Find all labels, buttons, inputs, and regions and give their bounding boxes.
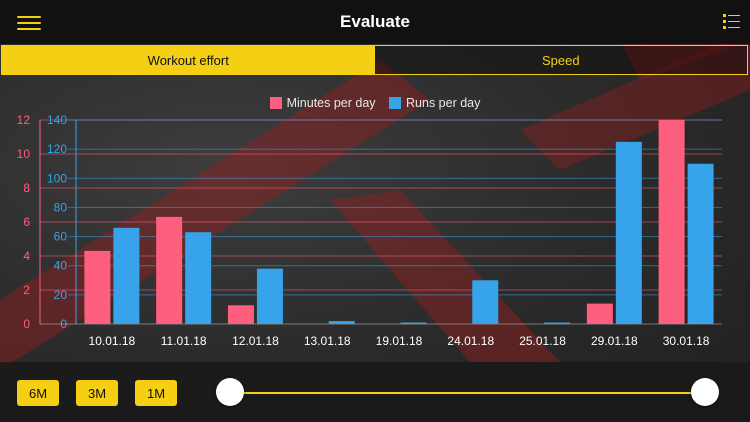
legend-item-minutes[interactable]: Minutes per day [269,96,376,110]
range-1m-button[interactable]: 1M [135,380,177,406]
right-axis-tick-label: 60 [54,230,68,244]
right-axis-tick-label: 100 [47,171,67,185]
right-axis-tick-label: 120 [47,142,67,156]
left-axis-tick-label: 4 [23,249,30,263]
legend-item-runs[interactable]: Runs per day [389,96,480,110]
legend-swatch-minutes [269,97,282,109]
x-axis-tick-label: 11.01.18 [161,334,207,348]
bar-minutes-29.01.18 [586,303,613,324]
right-axis-tick-label: 140 [47,113,67,127]
legend-swatch-runs [389,97,402,109]
left-axis-tick-label: 12 [17,113,31,127]
bar-runs-13.01.18 [328,321,355,324]
right-axis-tick-label: 20 [54,288,68,302]
tab-bar: Workout effort Speed [1,45,748,75]
slider-start-handle[interactable] [216,378,244,406]
legend-label-runs: Runs per day [406,96,481,110]
bar-runs-19.01.18 [400,322,427,324]
left-axis-tick-label: 6 [23,215,30,229]
bar-runs-12.01.18 [256,268,283,324]
x-axis-tick-label: 29.01.18 [591,334,638,348]
x-axis-tick-label: 19.01.18 [376,334,423,348]
bar-runs-25.01.18 [544,322,571,324]
x-axis-tick-label: 30.01.18 [663,334,710,348]
bar-minutes-12.01.18 [227,305,254,324]
bar-minutes-11.01.18 [156,216,183,324]
bar-minutes-10.01.18 [84,250,111,324]
chart-legend: Minutes per day Runs per day [0,96,750,112]
left-axis-tick-label: 2 [23,283,30,297]
legend-label-minutes: Minutes per day [286,96,376,110]
bar-minutes-30.01.18 [658,120,685,324]
x-axis-tick-label: 25.01.18 [519,334,566,348]
app-header: Evaluate [0,0,750,44]
x-axis-tick-label: 10.01.18 [89,334,136,348]
bar-runs-11.01.18 [185,232,212,324]
hamburger-menu-icon[interactable] [17,14,41,32]
page-title: Evaluate [340,12,410,31]
date-range-slider-track[interactable] [230,392,706,394]
tab-workout-effort[interactable]: Workout effort [2,46,375,74]
range-3m-button[interactable]: 3M [76,380,118,406]
bar-runs-10.01.18 [113,227,140,324]
left-axis-tick-label: 8 [23,181,30,195]
range-6m-button[interactable]: 6M [17,380,59,406]
x-axis-tick-label: 12.01.18 [232,334,279,348]
x-axis-tick-label: 24.01.18 [447,334,494,348]
tab-speed[interactable]: Speed [541,52,580,68]
left-axis-tick-label: 10 [17,147,31,161]
list-icon[interactable] [723,14,741,30]
x-axis-tick-label: 13.01.18 [304,334,351,348]
left-axis-tick-label: 0 [23,317,30,331]
slider-end-handle[interactable] [691,378,719,406]
right-axis-tick-label: 40 [54,259,68,273]
bar-runs-30.01.18 [687,163,714,324]
bar-runs-29.01.18 [615,141,642,324]
right-axis-tick-label: 80 [54,200,68,214]
bar-runs-24.01.18 [472,280,499,324]
